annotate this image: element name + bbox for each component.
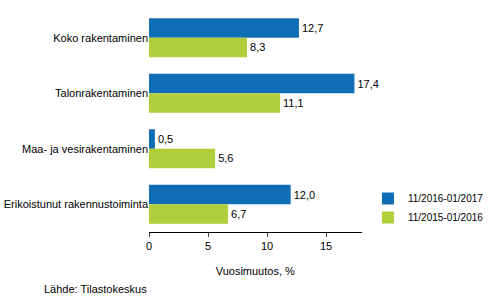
svg-text:Talonrakentaminen: Talonrakentaminen <box>55 87 148 99</box>
svg-text:5,6: 5,6 <box>218 152 233 164</box>
svg-text:Erikoistunut rakennustoiminta: Erikoistunut rakennustoiminta <box>4 198 149 210</box>
svg-text:10: 10 <box>261 240 273 252</box>
svg-text:5: 5 <box>205 240 211 252</box>
svg-text:12,7: 12,7 <box>302 22 323 34</box>
svg-text:11,1: 11,1 <box>283 97 304 109</box>
svg-text:0,5: 0,5 <box>158 133 173 145</box>
svg-text:6,7: 6,7 <box>231 208 246 220</box>
svg-text:Vuosimuutos, %: Vuosimuutos, % <box>216 265 295 277</box>
svg-text:0: 0 <box>146 240 152 252</box>
svg-text:8,3: 8,3 <box>250 41 265 53</box>
svg-text:Lähde: Tilastokeskus: Lähde: Tilastokeskus <box>44 283 147 295</box>
svg-text:11/2015-01/2016: 11/2015-01/2016 <box>408 212 483 223</box>
svg-text:11/2016-01/2017: 11/2016-01/2017 <box>408 193 483 204</box>
svg-text:12,0: 12,0 <box>294 189 315 201</box>
svg-text:Koko rakentaminen: Koko rakentaminen <box>53 32 148 44</box>
svg-text:Maa- ja vesirakentaminen: Maa- ja vesirakentaminen <box>22 143 148 155</box>
svg-text:17,4: 17,4 <box>357 78 378 90</box>
svg-text:15: 15 <box>320 240 332 252</box>
